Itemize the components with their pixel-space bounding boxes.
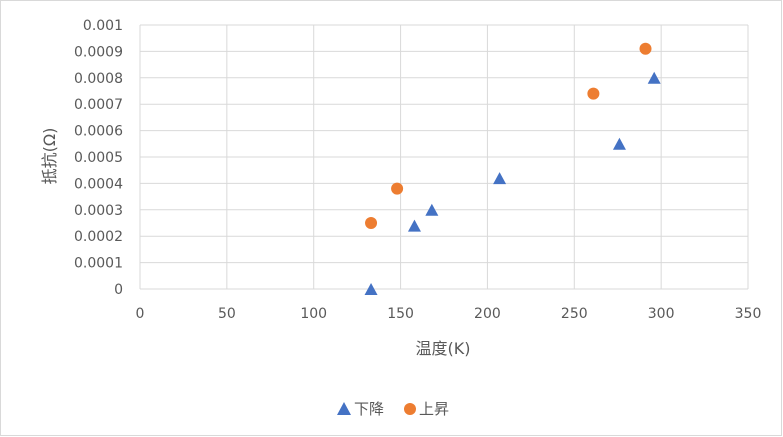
y-tick-label: 0 <box>114 282 123 298</box>
data-point-triangle <box>612 137 626 150</box>
data-point-triangle <box>407 219 421 232</box>
x-tick-label: 0 <box>136 306 145 322</box>
data-point-circle <box>587 87 600 100</box>
gridlines <box>139 24 749 290</box>
y-tick-label: 0.0006 <box>74 124 123 140</box>
x-tick-label: 200 <box>474 306 501 322</box>
y-tick-label: 0.0003 <box>74 203 123 219</box>
y-tick-label: 0.0001 <box>74 256 123 272</box>
data-point-triangle <box>647 71 661 84</box>
legend-label-falling: 下降 <box>354 400 384 418</box>
y-axis-title: 抵抗(Ω) <box>40 128 59 185</box>
y-tick-label: 0.001 <box>83 18 123 34</box>
y-tick-label: 0.0009 <box>74 44 123 60</box>
legend-item-falling: 下降 <box>337 400 384 418</box>
x-tick-label: 50 <box>218 306 236 322</box>
data-point-circle <box>639 42 652 55</box>
data-points <box>364 42 661 295</box>
y-tick-label: 0.0004 <box>74 176 123 192</box>
x-tick-label: 250 <box>561 306 588 322</box>
legend-marker-triangle-icon <box>337 402 351 415</box>
y-tick-label: 0.0002 <box>74 229 123 245</box>
x-tick-label: 350 <box>735 306 762 322</box>
data-point-circle <box>365 217 378 229</box>
x-axis-title: 温度(K) <box>416 339 471 358</box>
y-tick-label: 0.0005 <box>74 150 123 166</box>
data-point-triangle <box>493 172 507 185</box>
x-tick-label: 300 <box>648 306 675 322</box>
x-tick-label: 150 <box>387 306 414 322</box>
legend: 下降 上昇 <box>337 400 449 418</box>
legend-item-rising: 上昇 <box>404 400 449 418</box>
data-point-circle <box>391 182 404 195</box>
legend-marker-circle-icon <box>404 403 416 415</box>
data-point-triangle <box>425 203 439 216</box>
tick-labels: 0 0.0001 0.0002 0.0003 0.0004 0.0005 0.0006 0.0… <box>74 18 761 322</box>
legend-label-rising: 上昇 <box>419 400 449 418</box>
x-tick-label: 100 <box>300 306 327 322</box>
y-tick-label: 0.0008 <box>74 71 123 87</box>
y-tick-label: 0.0007 <box>74 97 123 113</box>
data-point-triangle <box>364 283 378 295</box>
